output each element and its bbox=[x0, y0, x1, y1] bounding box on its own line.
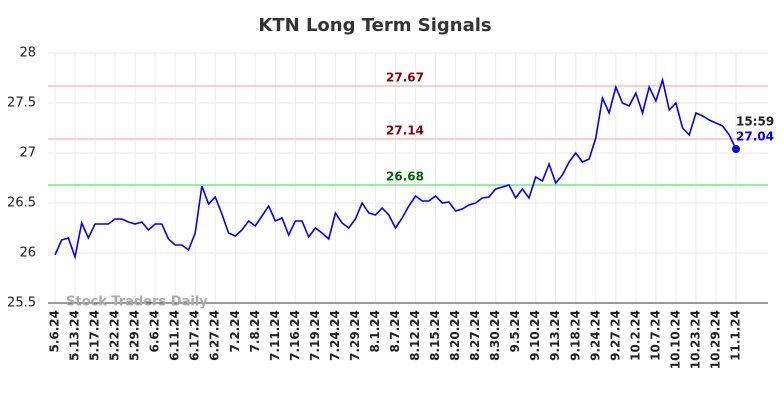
x-tick-label: 7.29.24 bbox=[348, 310, 362, 361]
reference-label: 26.68 bbox=[386, 170, 424, 184]
x-tick-label: 9.24.24 bbox=[588, 310, 602, 361]
x-tick-label: 7.19.24 bbox=[308, 310, 322, 361]
y-tick-label: 28 bbox=[19, 46, 36, 61]
x-tick-label: 9.18.24 bbox=[568, 310, 582, 361]
last-value-label: 27.04 bbox=[736, 130, 774, 144]
x-tick-label: 5.22.24 bbox=[108, 310, 122, 361]
x-tick-label: 9.27.24 bbox=[608, 310, 622, 361]
x-tick-label: 8.7.24 bbox=[388, 310, 402, 353]
x-tick-label: 8.15.24 bbox=[428, 310, 442, 361]
reference-label: 27.14 bbox=[386, 124, 424, 138]
last-point bbox=[732, 145, 740, 153]
x-tick-label: 6.11.24 bbox=[168, 310, 182, 361]
last-time-label: 15:59 bbox=[736, 115, 774, 129]
x-tick-label: 9.13.24 bbox=[548, 310, 562, 361]
x-tick-label: 7.24.24 bbox=[328, 310, 342, 361]
x-tick-label: 7.2.24 bbox=[228, 310, 242, 353]
x-tick-label: 10.29.24 bbox=[708, 310, 722, 369]
x-tick-label: 9.5.24 bbox=[508, 310, 522, 353]
y-tick-label: 27 bbox=[19, 146, 36, 161]
x-tick-label: 7.8.24 bbox=[248, 310, 262, 353]
chart-title: KTN Long Term Signals bbox=[258, 15, 491, 36]
x-tick-label: 7.16.24 bbox=[288, 310, 302, 361]
x-tick-label: 5.17.24 bbox=[88, 310, 102, 361]
x-tick-label: 10.2.24 bbox=[628, 310, 642, 361]
x-tick-label: 5.6.24 bbox=[48, 310, 62, 353]
x-tick-label: 8.30.24 bbox=[488, 310, 502, 361]
x-tick-label: 8.20.24 bbox=[448, 310, 462, 361]
x-tick-label: 5.29.24 bbox=[128, 310, 142, 361]
watermark: Stock Traders Daily bbox=[66, 295, 208, 310]
y-tick-label: 25.5 bbox=[7, 296, 36, 311]
x-tick-label: 8.27.24 bbox=[468, 310, 482, 361]
y-tick-label: 26 bbox=[19, 246, 36, 261]
y-tick-label: 27.5 bbox=[7, 96, 36, 111]
x-tick-label: 5.13.24 bbox=[68, 310, 82, 361]
x-tick-label: 10.7.24 bbox=[648, 310, 662, 361]
x-tick-label: 10.10.24 bbox=[668, 310, 682, 369]
x-tick-label: 8.12.24 bbox=[408, 310, 422, 361]
x-tick-label: 9.10.24 bbox=[528, 310, 542, 361]
y-tick-label: 26.5 bbox=[7, 196, 36, 211]
x-tick-label: 6.27.24 bbox=[208, 310, 222, 361]
x-tick-label: 6.17.24 bbox=[188, 310, 202, 361]
reference-label: 27.67 bbox=[386, 71, 424, 85]
x-tick-label: 6.6.24 bbox=[148, 310, 162, 353]
x-tick-label: 10.23.24 bbox=[688, 310, 702, 369]
x-tick-label: 11.1.24 bbox=[729, 310, 743, 361]
x-tick-label: 8.1.24 bbox=[368, 310, 382, 353]
price-line bbox=[54, 76, 737, 261]
x-tick-label: 7.11.24 bbox=[268, 310, 282, 361]
